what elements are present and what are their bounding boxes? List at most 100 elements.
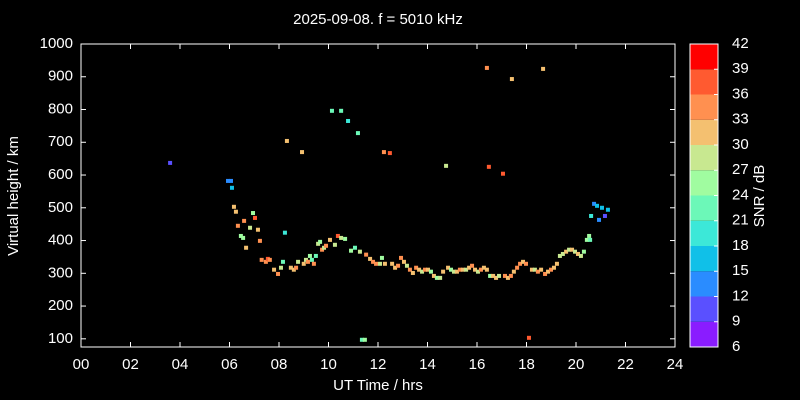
y-tick-label: 700 [48,133,73,150]
data-point [263,259,268,264]
data-point [554,261,559,266]
data-point [332,242,337,247]
colorbar-segment [690,44,718,70]
data-point [280,259,285,264]
data-point [575,251,580,256]
data-point [248,225,253,230]
colorbar-segment [690,94,718,120]
y-tick-label: 1000 [40,35,73,52]
data-point [359,337,364,342]
data-point [390,261,395,266]
data-point [444,163,449,168]
data-point [420,269,425,274]
x-tick-label: 12 [370,356,387,373]
colorbar-segment [690,119,718,145]
data-point [486,164,491,169]
colorbar-tick-label: 24 [732,186,749,203]
data-point [387,151,392,156]
data-point [567,247,572,252]
x-tick-label: 18 [518,356,535,373]
y-tick-label: 900 [48,68,73,85]
data-point [475,269,480,274]
data-point [339,108,344,113]
data-point [597,217,602,222]
data-point [505,275,510,280]
data-point [524,261,529,266]
data-point [470,263,475,268]
data-point [288,265,293,270]
data-point [276,271,281,276]
data-point [335,233,340,238]
x-tick-label: 02 [122,356,139,373]
data-point [488,273,493,278]
data-point [502,273,507,278]
data-point [551,265,556,270]
data-point [244,245,249,250]
data-point [343,236,348,241]
x-axis-label: UT Time / hrs [333,377,423,394]
data-point [417,267,422,272]
x-tick-label: 14 [419,356,436,373]
data-point [584,237,589,242]
data-point [539,267,544,272]
data-point [454,269,459,274]
data-point [357,249,362,254]
data-point [546,269,551,274]
colorbar-tick-label: 36 [732,85,749,102]
data-point [509,77,514,82]
y-tick-label: 400 [48,232,73,249]
colorbar-tick-label: 30 [732,136,749,153]
data-point [291,267,296,272]
data-point [428,269,433,274]
data-point [449,267,454,272]
data-point [259,257,264,262]
chart-title: 2025-09-08. f = 5010 kHz [293,11,463,28]
data-point [473,267,478,272]
y-tick-label: 100 [48,330,73,347]
data-point [425,267,430,272]
data-point [300,150,305,155]
data-point [410,270,415,275]
data-point [573,249,578,254]
data-point [168,160,173,165]
data-point [377,261,382,266]
data-point [543,271,548,276]
data-point [231,204,236,209]
data-point [511,269,516,274]
y-tick-label: 800 [48,100,73,117]
data-point [311,261,316,266]
data-point [434,275,439,280]
data-point [362,337,367,342]
data-point [570,247,575,252]
data-point [464,267,469,272]
x-tick-label: 24 [667,356,684,373]
data-point [282,230,287,235]
data-point [267,257,272,262]
data-point [521,259,526,264]
data-point [441,269,446,274]
data-point [229,185,234,190]
x-tick-label: 08 [271,356,288,373]
data-point [494,275,499,280]
data-point [529,267,534,272]
data-point [318,239,323,244]
x-tick-label: 10 [320,356,337,373]
data-point [294,265,299,270]
colorbar-segment [690,220,718,246]
data-point [467,265,472,270]
x-tick-label: 22 [617,356,634,373]
colorbar-segment [690,170,718,196]
data-point [379,255,384,260]
colorbar-tick-label: 18 [732,237,749,254]
data-point [255,227,260,232]
y-tick-label: 500 [48,199,73,216]
data-point [518,261,523,266]
data-point [500,171,505,176]
data-point [399,255,404,260]
data-point [414,265,419,270]
data-point [578,253,583,258]
data-point [588,237,593,242]
y-tick-label: 200 [48,297,73,314]
colorbar-segment [690,271,718,297]
